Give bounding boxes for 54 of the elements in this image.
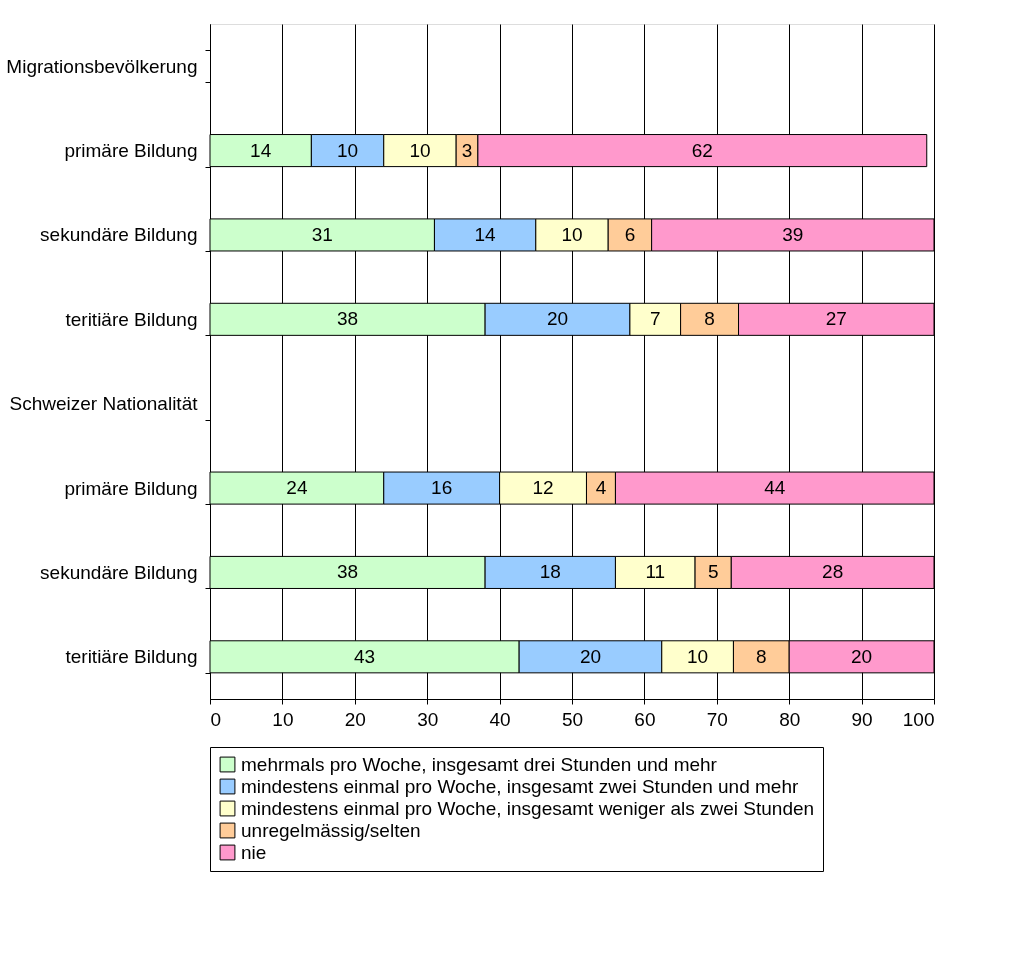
data-label: 20 [546,308,569,330]
data-label: 8 [756,645,767,667]
y-tick-label: teritiäre Bildung [65,308,198,330]
legend-label: mindestens einmal pro Woche, insgesamt weniger als zwei Stunden [241,797,815,819]
data-label: 28 [822,561,844,583]
legend-label: mehrmals pro Woche, insgesamt drei Stunden und mehr [241,753,718,775]
y-tick-label: primäre Bildung [64,477,198,499]
x-tick-label: 0 [210,708,222,730]
x-tick-label: 100 [902,708,935,730]
data-label: 7 [649,308,661,330]
y-tick-label: primäre Bildung [64,140,198,162]
x-tick-label: 20 [344,708,366,730]
legend-label: nie [241,841,267,863]
data-label: 10 [409,139,431,161]
data-label: 10 [687,645,709,667]
data-label: 31 [311,223,333,245]
data-label: 38 [336,308,359,330]
data-label: 10 [336,139,359,161]
legend-label: unregelmässig/selten [241,819,421,841]
x-tick-label: 90 [851,708,873,730]
legend-label: mindestens einmal pro Woche, insgesamt zwei Stunden und mehr [241,775,799,797]
data-label: 62 [691,139,713,161]
data-label: 20 [579,645,602,667]
x-tick-label: 50 [561,708,584,730]
data-label: 10 [561,223,583,245]
data-label: 16 [431,477,453,499]
y-tick-label: sekundäre Bildung [40,224,198,246]
data-label: 4 [595,477,607,499]
x-tick-label: 80 [779,708,801,730]
data-label: 14 [250,139,272,161]
x-tick-label: 30 [417,708,439,730]
data-label: 12 [532,477,554,499]
x-tick-label: 40 [489,708,511,730]
y-tick-label: Schweizer Nationalität [9,393,199,415]
y-tick-label: Migrationsbevölkerung [6,55,198,77]
data-label: 11 [645,561,666,583]
data-label: 8 [704,308,715,330]
data-label: 20 [851,645,873,667]
x-tick-label: 60 [634,708,656,730]
data-label: 3 [461,139,473,161]
data-label: 44 [764,477,786,499]
x-tick-label: 70 [706,708,728,730]
data-label: 43 [354,645,376,667]
data-label: 5 [707,561,719,583]
x-tick-label: 10 [272,708,294,730]
data-label: 39 [782,223,804,245]
data-label: 14 [474,223,497,245]
data-label: 18 [539,561,561,583]
y-tick-label: sekundäre Bildung [40,561,198,583]
data-label: 24 [286,477,308,499]
data-label: 6 [624,223,636,245]
y-tick-label: teritiäre Bildung [65,646,198,668]
data-label: 38 [336,561,359,583]
data-label: 27 [825,308,847,330]
